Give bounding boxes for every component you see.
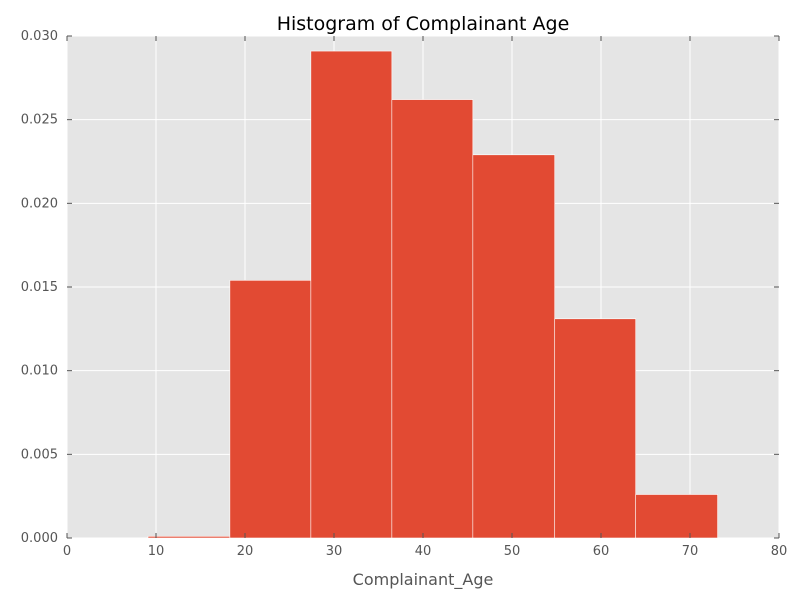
x-tick-label-7: 70 bbox=[682, 544, 699, 559]
y-tick-label-4: 0.020 bbox=[21, 196, 58, 211]
x-tick-label-6: 60 bbox=[593, 544, 610, 559]
histogram-bar-3 bbox=[391, 99, 474, 539]
histogram-bar-5 bbox=[554, 318, 637, 539]
y-tick-label-0: 0.000 bbox=[21, 531, 58, 546]
y-tick-label-1: 0.005 bbox=[21, 447, 58, 462]
histogram-bar-0 bbox=[147, 536, 231, 539]
y-tick-label-3: 0.015 bbox=[21, 280, 58, 295]
x-tick-label-4: 40 bbox=[415, 544, 432, 559]
tick-marks bbox=[66, 35, 780, 539]
x-tick-label-2: 20 bbox=[237, 544, 254, 559]
x-tick-label-3: 30 bbox=[326, 544, 343, 559]
y-tick-label-2: 0.010 bbox=[21, 364, 58, 379]
x-tick-label-1: 10 bbox=[148, 544, 165, 559]
y-tick-labels: 0.000 0.005 0.010 0.015 0.020 0.025 0.030 bbox=[21, 29, 58, 546]
x-tick-label-8: 80 bbox=[771, 544, 788, 559]
x-tick-label-5: 50 bbox=[504, 544, 521, 559]
histogram-bar-1 bbox=[229, 280, 312, 539]
x-tick-labels: 0 10 20 30 40 50 60 70 80 bbox=[63, 544, 787, 559]
x-tick-label-0: 0 bbox=[63, 544, 71, 559]
bars bbox=[147, 50, 718, 539]
y-tick-label-6: 0.030 bbox=[21, 29, 58, 44]
histogram-bar-4 bbox=[472, 154, 556, 539]
chart-title: Histogram of Complainant Age bbox=[277, 13, 570, 35]
x-axis-label: Complainant_Age bbox=[353, 570, 494, 590]
histogram-bar-2 bbox=[310, 50, 393, 539]
y-tick-label-5: 0.025 bbox=[21, 113, 58, 128]
histogram-bar-6 bbox=[635, 494, 718, 539]
